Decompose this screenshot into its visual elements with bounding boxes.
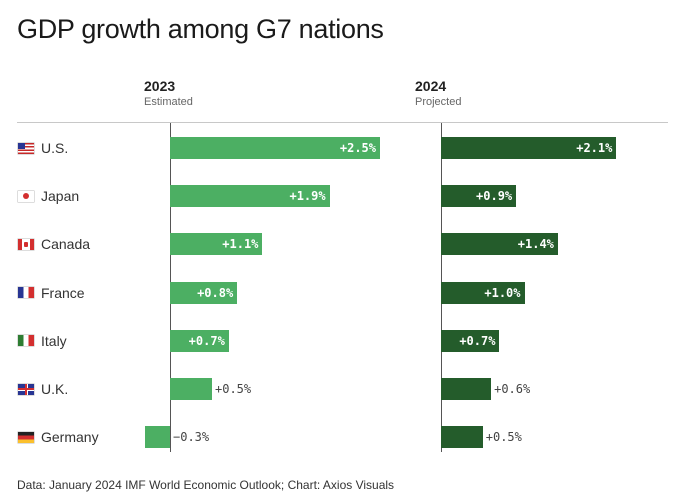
data-label-2023: +0.7% xyxy=(188,333,225,348)
bar-2023 xyxy=(170,281,238,304)
country-label: U.S. xyxy=(18,138,68,158)
source-note: Data: January 2024 IMF World Economic Ou… xyxy=(17,478,395,492)
bar-2023 xyxy=(170,185,330,208)
chart-title: GDP growth among G7 nations xyxy=(17,14,384,44)
data-label-2024: +1.4% xyxy=(517,237,554,252)
canada-flag-icon xyxy=(18,238,34,250)
us-flag-icon xyxy=(18,142,34,154)
bar-2024 xyxy=(441,137,617,159)
data-label-2024: +0.5% xyxy=(485,430,522,445)
data-label-2023: +2.5% xyxy=(339,141,376,155)
data-label-2024: +0.6% xyxy=(494,382,531,396)
column-subtitle-2024: Projected xyxy=(415,96,462,108)
column-subtitle-2023: Estimated xyxy=(144,96,193,108)
country-name: Canada xyxy=(41,236,91,253)
country-label: Italy xyxy=(18,331,67,351)
data-label-2023: +1.1% xyxy=(222,237,259,252)
country-name: U.K. xyxy=(41,381,69,397)
country-label: Canada xyxy=(18,234,90,254)
bar-2023 xyxy=(144,426,170,449)
header-rule xyxy=(17,122,668,123)
bar-2024 xyxy=(441,185,517,208)
bar-2024 xyxy=(441,233,558,256)
data-label-2024: +2.1% xyxy=(576,141,613,155)
bar-2023 xyxy=(170,378,212,400)
country-name: Italy xyxy=(41,332,67,349)
bar-2024 xyxy=(441,378,492,400)
column-header-2023: 2023 Estimated xyxy=(144,78,193,108)
data-label-2024: +0.9% xyxy=(476,189,513,204)
germany-flag-icon xyxy=(18,431,34,443)
data-label-2024: +1.0% xyxy=(484,285,521,300)
data-label-2023: −0.3% xyxy=(173,430,210,445)
country-name: U.S. xyxy=(41,140,69,156)
france-flag-icon xyxy=(18,287,34,299)
country-name: France xyxy=(41,284,85,301)
data-label-2024: +0.7% xyxy=(459,333,496,348)
bar-2023 xyxy=(170,329,229,352)
column-year-2024: 2024 xyxy=(415,78,447,94)
data-label-2023: +0.5% xyxy=(215,382,252,396)
data-label-2023: +0.8% xyxy=(197,285,234,300)
data-label-2023: +1.9% xyxy=(289,189,326,204)
country-name: Germany xyxy=(41,429,99,446)
column-header-2024: 2024 Projected xyxy=(415,78,461,108)
country-label: Germany xyxy=(18,427,99,447)
country-label: Japan xyxy=(18,186,79,206)
uk-flag-icon xyxy=(18,383,34,395)
country-name: Japan xyxy=(41,188,80,205)
japan-flag-icon xyxy=(18,190,34,202)
bar-2023 xyxy=(170,137,380,159)
bar-2023 xyxy=(170,233,263,256)
bar-2024 xyxy=(441,281,525,304)
bar-2024 xyxy=(441,426,483,449)
country-label: U.K. xyxy=(18,379,68,399)
country-label: France xyxy=(18,283,85,303)
bar-2024 xyxy=(441,329,500,352)
column-year-2023: 2023 xyxy=(144,78,176,94)
italy-flag-icon xyxy=(18,335,34,347)
